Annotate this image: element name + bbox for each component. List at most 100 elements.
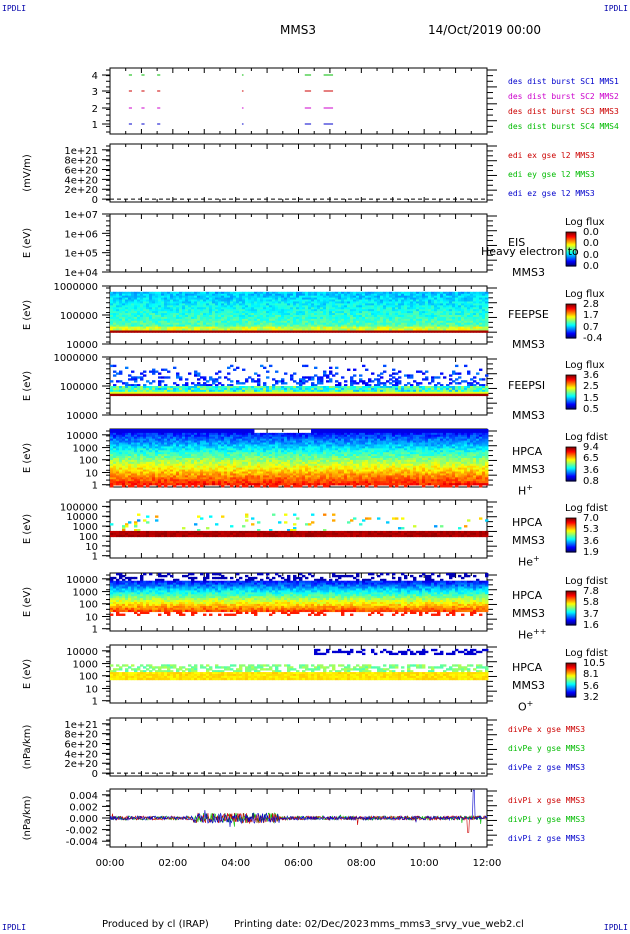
- heatmap-cell: [269, 320, 273, 324]
- heatmap-cell: [209, 320, 213, 324]
- heatmap-cell: [206, 322, 210, 326]
- heatmap-cell: [128, 299, 132, 302]
- heatmap-cell: [152, 320, 156, 324]
- heatmap-cell: [482, 330, 486, 333]
- heatmap-cell: [317, 326, 321, 329]
- heatmap-cell: [182, 324, 186, 327]
- heatmap-cell: [440, 301, 444, 304]
- heatmap-cell: [443, 315, 447, 318]
- heatmap-cell: [299, 291, 303, 295]
- heatmap-cell: [239, 326, 243, 329]
- heatmap-cell: [128, 303, 132, 306]
- heatmap-cell: [209, 324, 213, 327]
- heatmap-cell: [458, 376, 462, 379]
- heatmap-cell: [344, 307, 348, 310]
- heatmap-cell: [110, 309, 114, 312]
- heatmap-cell: [230, 364, 234, 368]
- heatmap-cell: [143, 370, 147, 373]
- heatmap-cell: [134, 316, 138, 320]
- heatmap-cell: [392, 311, 396, 314]
- heatmap-cell: [413, 305, 417, 308]
- heatmap-cell: [215, 330, 219, 333]
- heatmap-cell: [302, 313, 306, 316]
- heatmap-cell: [437, 318, 441, 322]
- heatmap-cell: [383, 320, 387, 324]
- heatmap-cell: [326, 309, 330, 312]
- heatmap-cell: [401, 318, 405, 322]
- heatmap-cell: [398, 291, 402, 295]
- heatmap-cell: [239, 330, 243, 333]
- heatmap-cell: [314, 309, 318, 312]
- heatmap-cell: [383, 311, 387, 314]
- heatmap-cell: [230, 307, 234, 310]
- heatmap-cell: [389, 330, 393, 333]
- heatmap-cell: [365, 330, 369, 333]
- heatmap-cell: [260, 295, 264, 298]
- heatmap-cell: [170, 322, 174, 326]
- heatmap-cell: [227, 315, 231, 318]
- heatmap-cell: [113, 309, 117, 312]
- heatmap-cell: [278, 299, 282, 302]
- heatmap-cell: [200, 393, 204, 397]
- heatmap-cell: [245, 324, 249, 327]
- heatmap-cell: [209, 318, 213, 322]
- heatmap-cell: [140, 378, 144, 381]
- heatmap-cell: [284, 315, 288, 318]
- heatmap-cell: [395, 313, 399, 316]
- heatmap-cell: [110, 328, 114, 331]
- heatmap-cell: [314, 366, 318, 369]
- heatmap-cell: [368, 380, 372, 383]
- heatmap-cell: [437, 297, 441, 300]
- heatmap-cell: [446, 315, 450, 318]
- heatmap-cell: [164, 485, 168, 488]
- heatmap-cell: [239, 297, 243, 300]
- heatmap-cell: [164, 293, 168, 297]
- heatmap-cell: [482, 393, 486, 397]
- heatmap-cell: [173, 320, 177, 324]
- heatmap-cell: [395, 301, 399, 304]
- heatmap-cell: [455, 301, 459, 304]
- heatmap-cell: [293, 301, 297, 304]
- heatmap-cell: [386, 311, 390, 314]
- heatmap-cell: [317, 297, 321, 300]
- heatmap-cell: [242, 297, 246, 300]
- heatmap-cell: [251, 293, 255, 297]
- heatmap-cell: [137, 299, 141, 302]
- heatmap-cell: [272, 301, 276, 304]
- heatmap-cell: [308, 311, 312, 314]
- heatmap-cell: [122, 295, 126, 298]
- heatmap-cell: [311, 295, 315, 298]
- heatmap-cell: [128, 307, 132, 310]
- heatmap-cell: [191, 309, 195, 312]
- heatmap-cell: [266, 318, 270, 322]
- heatmap-cell: [161, 318, 165, 322]
- heatmap-cell: [392, 295, 396, 298]
- heatmap-cell: [167, 318, 171, 322]
- heatmap-cell: [248, 303, 252, 306]
- heatmap-cell: [389, 297, 393, 300]
- heatmap-cell: [359, 311, 363, 314]
- heatmap-cell: [263, 322, 267, 326]
- heatmap-cell: [221, 301, 225, 304]
- heatmap-cell: [122, 307, 126, 310]
- heatmap-cell: [344, 316, 348, 320]
- heatmap-cell: [263, 307, 267, 310]
- heatmap-cell: [389, 311, 393, 314]
- heatmap-cell: [335, 293, 339, 297]
- heatmap-cell: [452, 315, 456, 318]
- heatmap-cell: [137, 376, 141, 379]
- heatmap-cell: [176, 301, 180, 304]
- heatmap-cell: [452, 291, 456, 295]
- heatmap-cell: [203, 295, 207, 298]
- heatmap-cell: [275, 297, 279, 300]
- heatmap-cell: [335, 295, 339, 298]
- heatmap-cell: [398, 320, 402, 324]
- heatmap-cell: [266, 307, 270, 310]
- colorbar-cell: [566, 245, 576, 248]
- heatmap-cell: [137, 320, 141, 324]
- heatmap-cell: [251, 309, 255, 312]
- heatmap-cell: [311, 307, 315, 310]
- heatmap-cell: [257, 295, 261, 298]
- y-tick-label: 1e+21: [64, 146, 98, 157]
- heatmap-cell: [179, 483, 183, 486]
